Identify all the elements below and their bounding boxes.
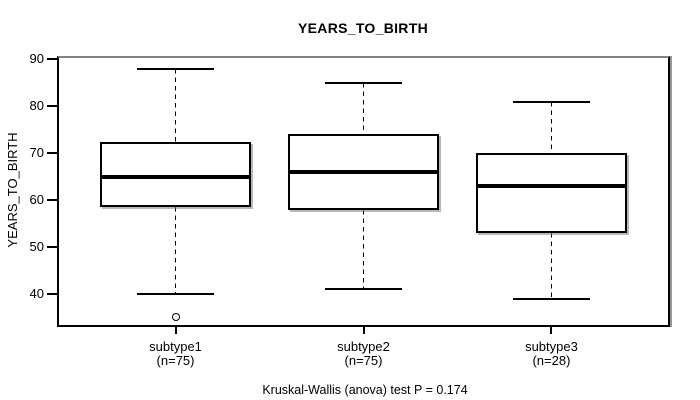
y-axis-tick-label: 80 bbox=[29, 98, 44, 114]
x-sublabel-subtype3: (n=28) bbox=[532, 353, 571, 368]
y-axis-tick-label: 40 bbox=[29, 286, 44, 302]
y-axis-tick bbox=[47, 199, 58, 202]
stat-test-annotation: Kruskal-Wallis (anova) test P = 0.174 bbox=[262, 383, 468, 397]
whisker-cap-upper-subtype3 bbox=[512, 100, 590, 103]
whisker-cap-upper-subtype1 bbox=[137, 67, 215, 70]
iqr-box-subtype1 bbox=[100, 141, 252, 208]
x-sublabel-subtype2: (n=75) bbox=[344, 353, 383, 368]
y-axis-tick bbox=[47, 293, 58, 296]
x-axis-tick-subtype1 bbox=[174, 327, 177, 334]
y-axis-tick-label: 70 bbox=[29, 145, 44, 161]
median-line-subtype1 bbox=[100, 174, 252, 179]
y-axis-tick bbox=[47, 152, 58, 155]
y-axis-tick bbox=[47, 246, 58, 249]
y-axis-tick bbox=[47, 105, 58, 108]
whisker-lower-subtype1 bbox=[174, 207, 177, 295]
whisker-cap-lower-subtype2 bbox=[325, 288, 402, 291]
whisker-cap-lower-subtype3 bbox=[512, 297, 590, 300]
whisker-upper-subtype1 bbox=[174, 68, 177, 142]
whisker-upper-subtype2 bbox=[362, 82, 365, 135]
x-label-subtype1: subtype1 bbox=[149, 339, 202, 354]
y-axis-tick-label: 60 bbox=[29, 192, 44, 208]
y-axis-tick-label: 50 bbox=[29, 239, 44, 255]
whisker-upper-subtype3 bbox=[550, 101, 553, 154]
whisker-cap-upper-subtype2 bbox=[325, 81, 402, 84]
outlier-point-subtype1 bbox=[171, 313, 180, 322]
plot-frame bbox=[57, 56, 670, 327]
x-axis-tick-subtype3 bbox=[550, 327, 553, 334]
whisker-cap-lower-subtype1 bbox=[137, 293, 215, 296]
y-axis-tick bbox=[47, 58, 58, 61]
chart-title: YEARS_TO_BIRTH bbox=[298, 20, 428, 36]
whisker-lower-subtype2 bbox=[362, 209, 365, 290]
median-line-subtype3 bbox=[475, 184, 627, 189]
x-label-subtype3: subtype3 bbox=[525, 339, 578, 354]
median-line-subtype2 bbox=[288, 170, 439, 175]
x-sublabel-subtype1: (n=75) bbox=[156, 353, 195, 368]
y-axis-tick-label: 90 bbox=[29, 51, 44, 67]
x-label-subtype2: subtype2 bbox=[337, 339, 390, 354]
iqr-box-subtype3 bbox=[475, 153, 627, 234]
whisker-lower-subtype3 bbox=[550, 233, 553, 299]
x-axis-tick-subtype2 bbox=[362, 327, 365, 334]
